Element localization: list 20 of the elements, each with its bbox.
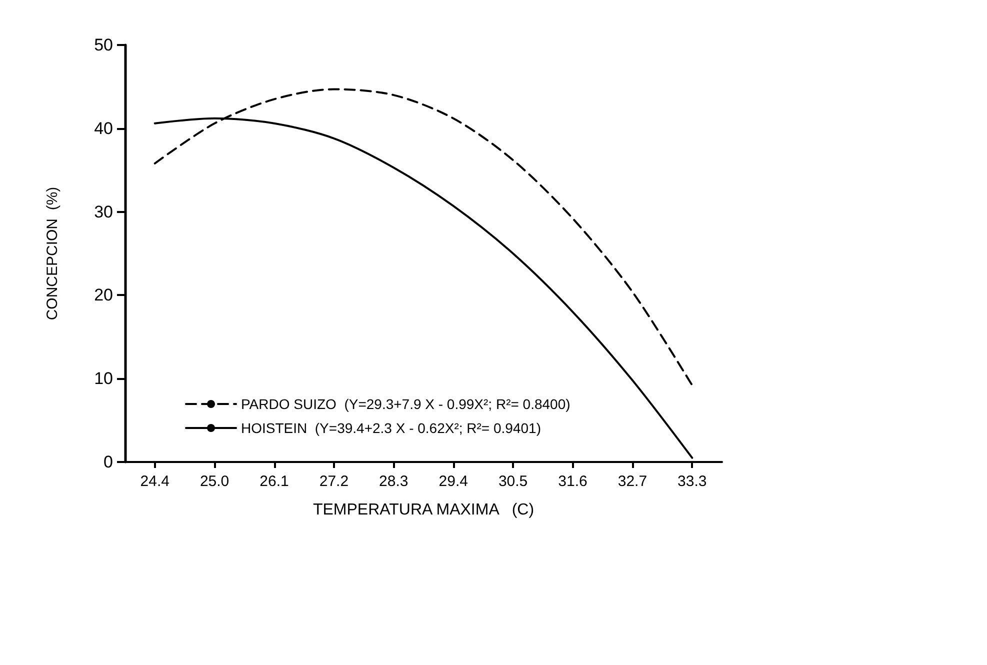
legend-label: HOISTEIN (Y=39.4+2.3 X - 0.62X²; R²= 0.9401) bbox=[241, 420, 541, 436]
x-tick-label: 29.4 bbox=[438, 473, 468, 490]
x-tick-label: 32.7 bbox=[618, 473, 648, 490]
y-tick-label: 40 bbox=[94, 118, 113, 138]
y-tick-label: 20 bbox=[94, 286, 113, 305]
x-tick-label: 25.0 bbox=[200, 473, 230, 490]
x-tick-label: 31.6 bbox=[558, 473, 588, 490]
y-tick-label: 30 bbox=[94, 202, 113, 222]
x-tick-label: 33.3 bbox=[678, 473, 707, 490]
y-tick-label: 0 bbox=[104, 452, 113, 472]
x-tick-label: 27.2 bbox=[319, 473, 349, 490]
y-axis-title: CONCEPCION (%) bbox=[44, 186, 61, 320]
x-tick-label: 26.1 bbox=[260, 473, 289, 490]
y-tick-label: 50 bbox=[94, 36, 113, 54]
legend-label: PARDO SUIZO (Y=29.3+7.9 X - 0.99X²; R²= 0.8400) bbox=[241, 396, 570, 412]
x-tick-label: 28.3 bbox=[379, 473, 408, 490]
x-tick-label: 30.5 bbox=[498, 473, 528, 490]
x-axis-title: TEMPERATURA MAXIMA (C) bbox=[312, 502, 534, 518]
y-tick-label: 10 bbox=[94, 369, 113, 388]
x-tick-label: 24.4 bbox=[140, 473, 170, 490]
